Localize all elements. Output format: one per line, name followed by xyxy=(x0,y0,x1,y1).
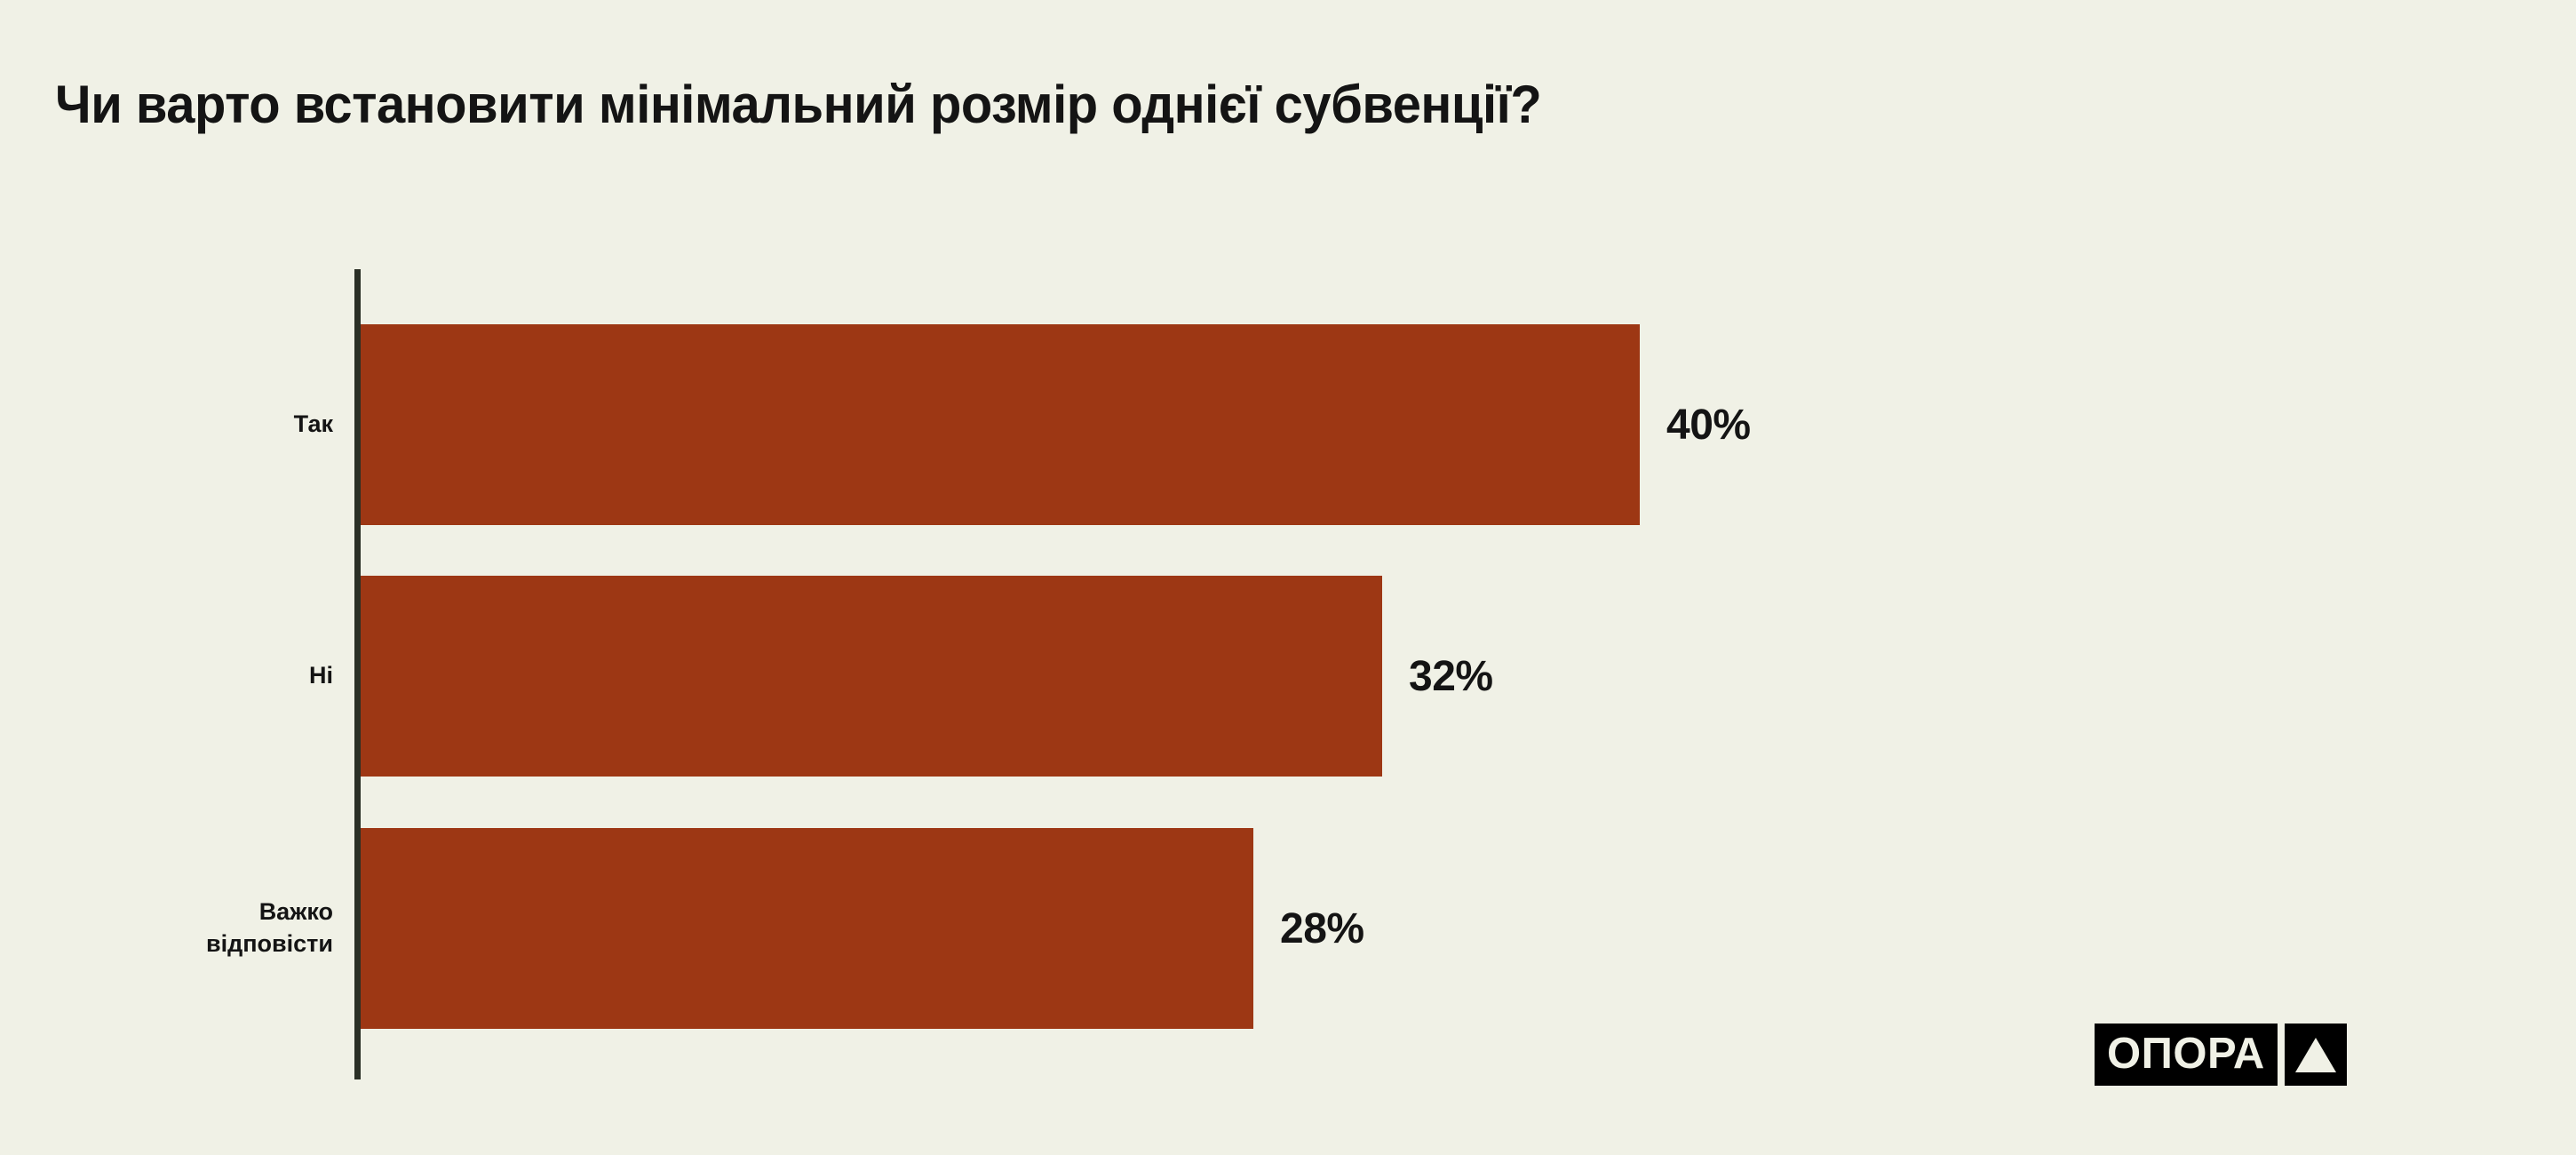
bar-value-label: 40% xyxy=(1666,401,1751,449)
bar-row: Ні 32% xyxy=(0,576,2576,777)
y-axis-line xyxy=(354,269,361,1079)
opora-logo: ОПОРА xyxy=(2095,1024,2347,1086)
bar-row: Важко відповісти 28% xyxy=(0,828,2576,1029)
triangle-glyph xyxy=(2294,1037,2336,1072)
bar-row: Так 40% xyxy=(0,324,2576,525)
bar[interactable] xyxy=(361,576,1382,777)
page-title: Чи варто встановити мінімальний розмір о… xyxy=(55,75,1542,134)
triangle-icon xyxy=(2284,1024,2347,1086)
bar[interactable] xyxy=(361,828,1253,1029)
bar-category-label: Так xyxy=(293,410,333,438)
bar-category-label: Ні xyxy=(309,662,333,689)
bar-value-label: 28% xyxy=(1280,904,1364,952)
logo-wordmark: ОПОРА xyxy=(2095,1024,2278,1086)
bar-category-label: Важко відповісти xyxy=(206,898,333,957)
bar[interactable] xyxy=(361,324,1640,525)
bar-value-label: 32% xyxy=(1409,652,1493,700)
